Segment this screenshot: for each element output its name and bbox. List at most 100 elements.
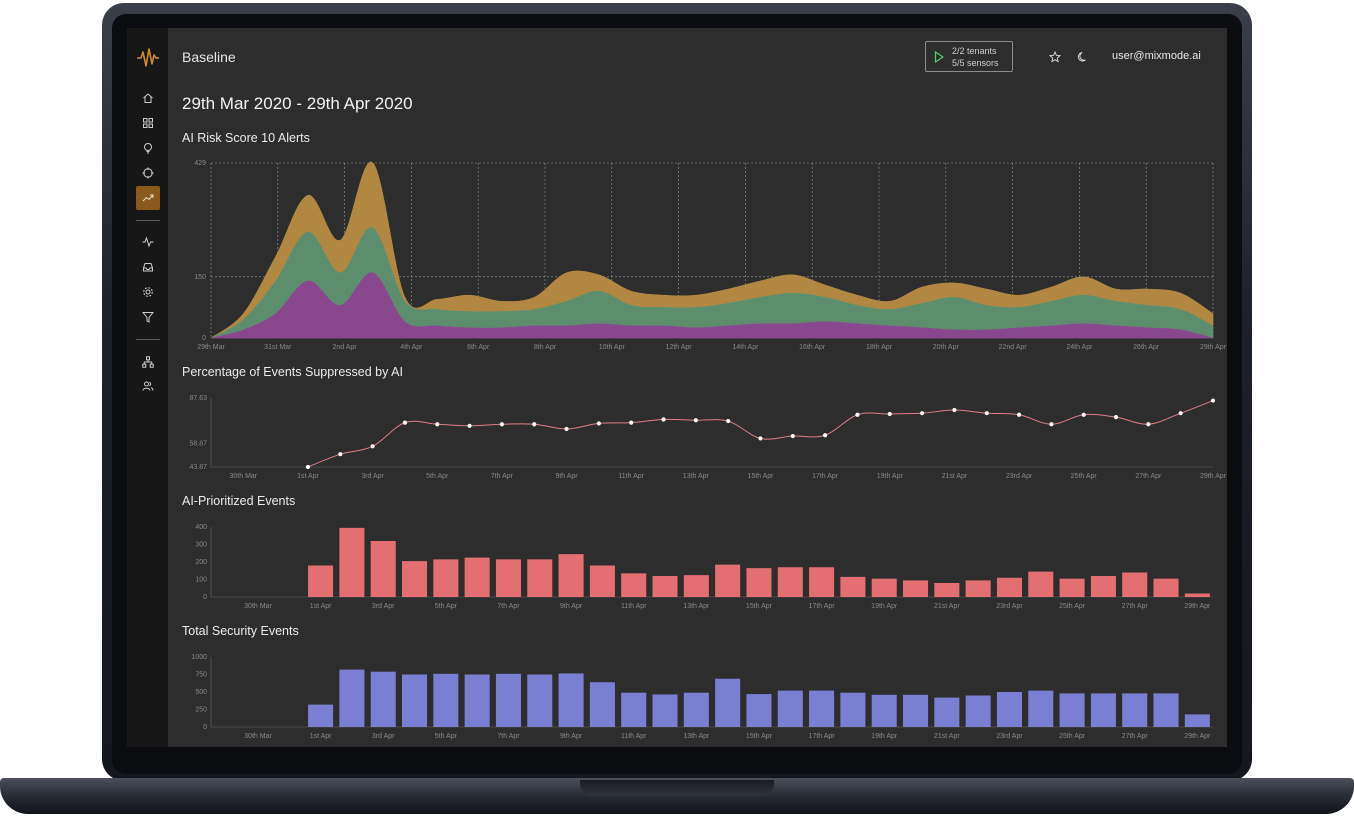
x-tick-label: 25th Apr [1071,473,1098,480]
risk-score-area-chart: 0 150 429 29th Mar 31st Mar 2nd Apr 4th Apr 6th… [194,160,1226,351]
x-tick-label: 13th Apr [683,473,710,480]
bulb-icon [144,143,152,154]
data-point [758,436,763,441]
bar [746,694,772,727]
bar [402,561,428,597]
x-tick-label: 9th Apr [555,473,578,480]
bar [934,583,960,597]
bar [1153,578,1179,597]
total-events-bar-chart: 0 250 500 750 1000 30th Mar 1st Apr 3rd Apr 5th … [191,654,1213,740]
sidebar-divider [136,220,160,221]
data-point [661,417,666,422]
nav-dashboard-button[interactable] [136,111,160,135]
filter-icon [142,312,154,323]
bar [558,554,584,597]
y-tick-label: 43.87 [189,464,207,471]
nav-network-button[interactable] [136,350,160,374]
y-tick-label: 429 [194,160,206,167]
x-tick-label: 2nd Apr [333,344,358,351]
data-point [1178,411,1183,416]
data-point [629,420,634,425]
x-tick-label: 27th Apr [1122,733,1149,740]
nav-insights-button[interactable] [136,136,160,160]
x-tick-label: 12th Apr [666,344,693,351]
x-tick-label: 18th Apr [866,344,893,351]
data-point [499,422,505,427]
bar [903,580,929,597]
nav-settings-button[interactable] [136,280,160,304]
x-tick-label: 1st Apr [310,603,332,610]
bar [996,577,1022,597]
area-series-0 [210,272,1214,339]
bar [527,559,553,597]
bar [495,559,521,597]
x-tick-label: 3rd Apr [361,473,384,480]
y-tick-label: 0 [202,335,206,342]
chart-title-prioritized: AI-Prioritized Events [182,494,296,508]
x-tick-label: 22nd Apr [999,344,1028,351]
data-point [726,418,731,424]
trend-icon [142,194,154,202]
x-tick-label: 23rd Apr [996,603,1023,610]
nav-inbox-button[interactable] [136,255,160,279]
inbox-icon [143,263,153,272]
x-tick-label: 15th Apr [746,603,773,610]
y-tick-label: 100 [195,577,207,584]
home-icon [143,93,153,103]
data-point [305,464,311,470]
bar [1090,693,1116,727]
play-icon [934,51,944,63]
date-range-heading: 29th Mar 2020 - 29th Apr 2020 [182,94,413,113]
tenant-sensor-selector[interactable]: 2/2 tenants 5/5 sensors [925,41,1013,72]
x-tick-label: 7th Apr [497,603,520,610]
bar [809,567,835,597]
bar [840,692,866,727]
x-tick-label: 25th Apr [1059,603,1086,610]
data-point [370,444,375,449]
data-point [887,411,892,417]
data-point [1210,398,1216,403]
bar [715,678,741,727]
data-point [338,452,343,457]
data-point [984,411,989,416]
x-tick-label: 30th Mar [244,733,272,740]
user-account-menu[interactable]: user@mixmode.ai [1112,50,1201,62]
x-tick-label: 19th Apr [871,733,898,740]
nav-home-button[interactable] [136,86,160,110]
bar [308,704,334,727]
bar [495,673,521,727]
x-tick-label: 21st Apr [934,733,960,740]
nav-users-button[interactable] [136,374,160,398]
bar [1122,693,1148,727]
users-icon [142,381,154,391]
bar [683,575,709,597]
x-tick-label: 25th Apr [1059,733,1086,740]
y-tick-label: 87.63 [189,395,207,402]
y-tick-label: 250 [195,707,207,714]
bar [1028,571,1054,597]
grid-icon [143,118,153,128]
network-icon [142,356,154,368]
data-point [1049,422,1054,427]
bar [809,690,835,727]
bar [683,692,709,727]
x-tick-label: 5th Apr [435,733,458,740]
x-tick-label: 7th Apr [491,473,514,480]
nav-baseline-button[interactable] [136,186,160,210]
moon-icon[interactable] [1077,51,1089,63]
mixmode-logo-icon[interactable] [136,46,160,70]
x-tick-label: 9th Apr [560,733,583,740]
x-tick-label: 17th Apr [809,603,836,610]
page-title: Baseline [182,49,236,65]
x-tick-label: 11th Apr [621,733,647,740]
x-tick-label: 13th Apr [683,603,710,610]
star-icon[interactable] [1049,51,1061,63]
x-tick-label: 13th Apr [683,733,710,740]
x-tick-label: 9th Apr [560,603,583,610]
y-tick-label: 0 [203,724,207,731]
y-tick-label: 58.87 [189,440,207,447]
nav-activity-button[interactable] [136,230,160,254]
nav-threats-button[interactable] [136,161,160,185]
x-tick-label: 26th Apr [1133,344,1160,351]
nav-filter-button[interactable] [136,305,160,329]
